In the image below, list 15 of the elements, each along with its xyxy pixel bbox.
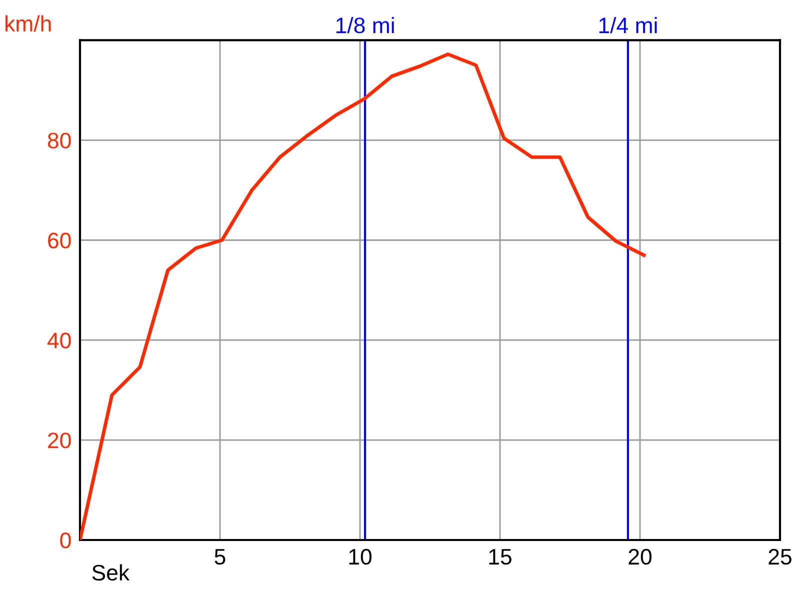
x-tick-label: 5 [214,549,226,565]
x-tick-label: 15 [489,549,512,565]
ref-line-label: 1/8 mi [336,16,394,34]
x-axis-title: Sek [92,564,130,581]
y-tick-label: 40 [47,332,71,348]
y-tick-label: 80 [48,132,71,148]
x-tick-label: 20 [628,548,652,565]
y-axis-title: km/h [5,15,51,32]
x-tick-label: 10 [349,548,372,565]
ref-line-label: 1/4 mi [599,16,657,34]
y-tick-label: 0 [60,532,71,548]
line-series [80,52,646,540]
y-tick-label: 20 [48,432,71,448]
y-tick-label: 60 [48,232,71,248]
x-tick-label: 25 [768,548,792,565]
